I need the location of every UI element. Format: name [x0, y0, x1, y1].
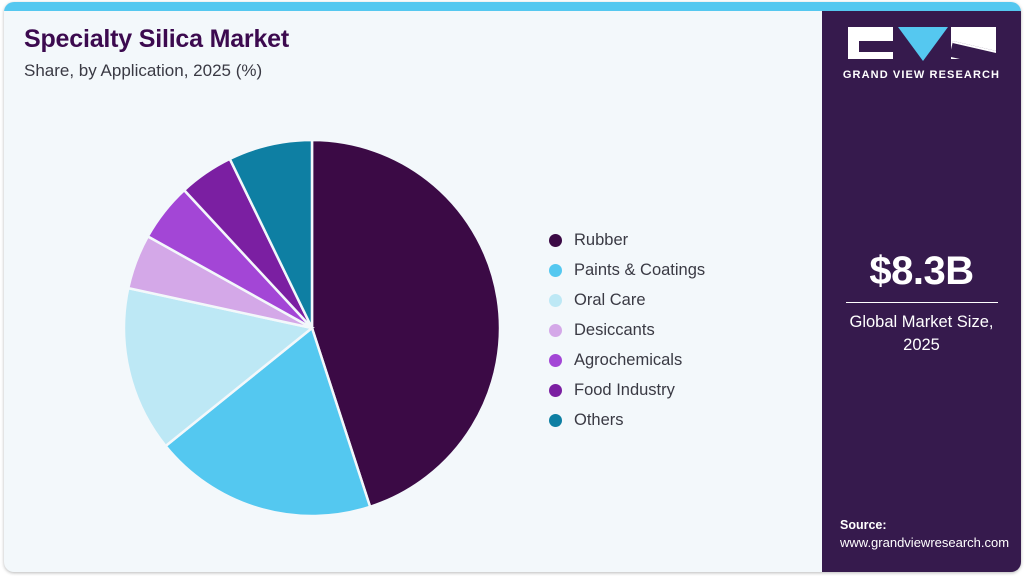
pie-chart: [114, 121, 514, 521]
legend-item-label: Paints & Coatings: [574, 260, 706, 279]
brand-sidebar: GRAND VIEW RESEARCH $8.3B Global Market …: [822, 11, 1021, 572]
accent-top-bar: [4, 2, 1021, 11]
stat-divider: [845, 302, 998, 303]
logo-letter-g-icon: [847, 27, 893, 59]
pie-slice[interactable]: [228, 138, 314, 329]
legend-item-label: Rubber: [574, 230, 629, 249]
logo-marks: [847, 27, 996, 61]
legend-item-label: Oral Care: [574, 290, 646, 309]
logo-wordmark: GRAND VIEW RESEARCH: [842, 69, 1001, 81]
source-block: Source: www.grandviewresearch.com: [840, 518, 1020, 550]
legend-item[interactable]: Agrochemicals: [549, 345, 799, 375]
legend-item-label: Agrochemicals: [574, 350, 683, 369]
logo-r-notch: [950, 41, 996, 59]
logo-triangle-v-icon: [897, 27, 948, 61]
legend-swatch-icon: [549, 413, 562, 427]
legend-swatch-icon: [549, 323, 562, 337]
legend-item[interactable]: Desiccants: [549, 315, 799, 345]
pie-slice[interactable]: [310, 138, 502, 509]
legend-swatch-icon: [549, 263, 562, 277]
chart-pane: Specialty Silica Market Share, by Applic…: [4, 11, 822, 572]
legend-item-label: Others: [574, 410, 624, 429]
legend-item-label: Food Industry: [574, 380, 675, 399]
legend-item-label: Desiccants: [574, 320, 655, 339]
legend-swatch-icon: [549, 293, 562, 307]
legend-swatch-icon: [549, 233, 562, 247]
market-size-stat: $8.3B Global Market Size, 2025: [822, 249, 1021, 357]
legend-swatch-icon: [549, 383, 562, 397]
legend-item[interactable]: Paints & Coatings: [549, 255, 799, 285]
logo-g-notch: [856, 39, 893, 52]
pie-chart-svg: [122, 138, 502, 518]
source-url[interactable]: www.grandviewresearch.com: [840, 535, 1010, 550]
legend-item[interactable]: Rubber: [549, 225, 799, 255]
page-title: Specialty Silica Market: [24, 25, 289, 53]
legend-item[interactable]: Oral Care: [549, 285, 799, 315]
market-size-caption: Global Market Size, 2025: [849, 313, 994, 354]
source-label: Source:: [840, 518, 887, 532]
page-subtitle: Share, by Application, 2025 (%): [24, 61, 263, 80]
legend-swatch-icon: [549, 353, 562, 367]
pie-slice[interactable]: [122, 286, 315, 448]
chart-legend: Rubber Paints & Coatings Oral Care Desiccan…: [549, 225, 799, 435]
legend-item[interactable]: Food Industry: [549, 375, 799, 405]
market-size-value: $8.3B: [869, 249, 974, 293]
legend-item[interactable]: Others: [549, 405, 799, 435]
infographic-card: Specialty Silica Market Share, by Applic…: [4, 2, 1021, 572]
grand-view-research-logo: GRAND VIEW RESEARCH: [822, 27, 1021, 81]
pie-slice[interactable]: [163, 325, 372, 518]
